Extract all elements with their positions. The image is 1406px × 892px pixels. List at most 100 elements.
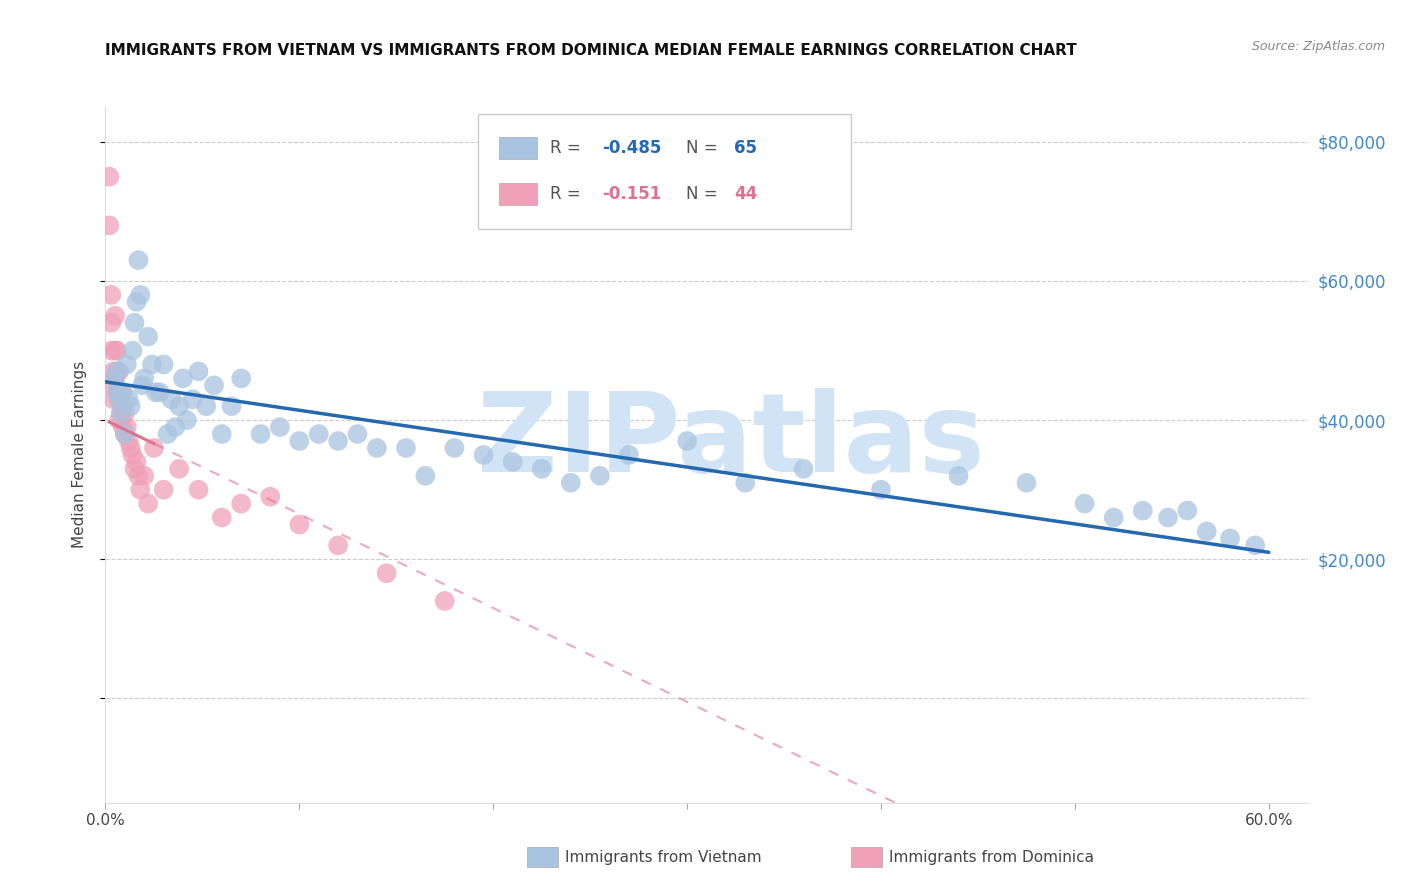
Point <box>187 364 209 378</box>
Text: ZIPatlas: ZIPatlas <box>477 387 984 494</box>
Point <box>249 427 271 442</box>
Point <box>145 385 167 400</box>
Point <box>870 483 893 497</box>
Point <box>560 475 582 490</box>
Point <box>211 427 233 442</box>
Point <box>100 288 122 302</box>
Point <box>288 434 311 448</box>
Point <box>98 219 121 233</box>
Point <box>129 483 152 497</box>
Point <box>105 343 128 358</box>
Point <box>676 434 699 448</box>
Point <box>115 358 138 372</box>
Point <box>105 385 128 400</box>
Point <box>152 358 174 372</box>
Point <box>127 468 149 483</box>
Point <box>149 385 172 400</box>
Point <box>443 441 465 455</box>
Point <box>187 483 209 497</box>
Point <box>100 316 122 330</box>
Text: 65: 65 <box>734 139 758 157</box>
Point <box>231 371 253 385</box>
Point <box>108 364 131 378</box>
Point <box>1195 524 1218 539</box>
Point <box>120 441 142 455</box>
Point <box>108 392 131 407</box>
Point <box>105 364 128 378</box>
Point <box>165 420 187 434</box>
Point <box>152 483 174 497</box>
Point <box>589 468 612 483</box>
Point <box>110 406 132 420</box>
Point <box>129 288 152 302</box>
Point <box>792 462 814 476</box>
Text: N =: N = <box>686 139 723 157</box>
Point <box>104 309 127 323</box>
Point <box>111 399 134 413</box>
Point <box>136 497 159 511</box>
Point <box>105 364 128 378</box>
Point <box>433 594 456 608</box>
Point <box>269 420 291 434</box>
Text: IMMIGRANTS FROM VIETNAM VS IMMIGRANTS FROM DOMINICA MEDIAN FEMALE EARNINGS CORRE: IMMIGRANTS FROM VIETNAM VS IMMIGRANTS FR… <box>105 43 1077 58</box>
Point <box>131 378 153 392</box>
Point <box>346 427 368 442</box>
Point <box>98 169 121 184</box>
Point <box>118 392 141 407</box>
FancyBboxPatch shape <box>499 183 537 205</box>
Text: -0.151: -0.151 <box>602 185 661 203</box>
Point <box>124 316 146 330</box>
Point <box>308 427 330 442</box>
Point <box>136 329 159 343</box>
Point <box>111 420 134 434</box>
Point <box>110 406 132 420</box>
Point <box>105 385 128 400</box>
Point <box>734 475 756 490</box>
Point <box>141 358 163 372</box>
Point <box>124 462 146 476</box>
Point <box>231 497 253 511</box>
Point <box>134 468 156 483</box>
Point <box>156 427 179 442</box>
Point <box>142 441 165 455</box>
Point <box>202 378 225 392</box>
Point <box>120 399 142 413</box>
Point <box>176 413 198 427</box>
Text: 44: 44 <box>734 185 758 203</box>
Point <box>172 371 194 385</box>
Point <box>1244 538 1267 552</box>
Point <box>1175 503 1198 517</box>
Point <box>114 427 136 442</box>
Point <box>1219 532 1241 546</box>
Point <box>211 510 233 524</box>
Point <box>221 399 243 413</box>
Point <box>167 462 190 476</box>
Point <box>326 434 349 448</box>
Point <box>259 490 281 504</box>
Point <box>160 392 183 407</box>
Text: R =: R = <box>550 185 586 203</box>
Point <box>530 462 553 476</box>
Text: N =: N = <box>686 185 723 203</box>
Point <box>167 399 190 413</box>
Point <box>104 371 127 385</box>
Point <box>108 392 131 407</box>
Point <box>125 455 148 469</box>
Point <box>127 253 149 268</box>
Point <box>104 371 127 385</box>
Point <box>1102 510 1125 524</box>
FancyBboxPatch shape <box>527 847 558 867</box>
Point <box>326 538 349 552</box>
Point <box>1015 475 1038 490</box>
FancyBboxPatch shape <box>851 847 882 867</box>
Point <box>121 448 143 462</box>
Point <box>181 392 204 407</box>
Point <box>472 448 495 462</box>
Point <box>125 294 148 309</box>
FancyBboxPatch shape <box>499 137 537 159</box>
Point <box>502 455 524 469</box>
Point <box>134 371 156 385</box>
Point <box>617 448 640 462</box>
Point <box>100 343 122 358</box>
Point <box>103 364 125 378</box>
